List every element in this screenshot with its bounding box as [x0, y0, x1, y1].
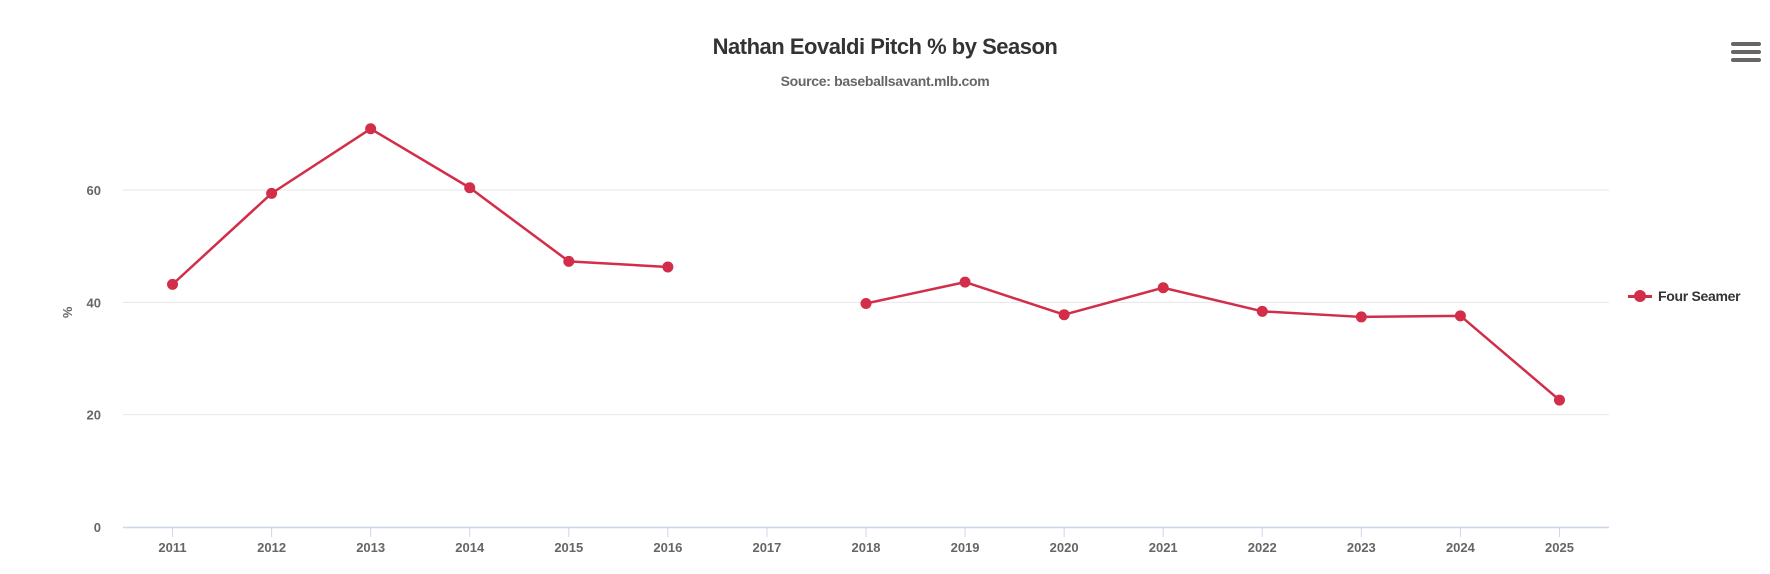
y-tick-label: 0 [94, 520, 101, 535]
data-point [167, 278, 179, 290]
data-point [266, 187, 278, 199]
data-point [1058, 309, 1070, 321]
x-tick-label: 2012 [257, 540, 286, 555]
legend-marker-icon [1628, 290, 1652, 302]
x-tick-label: 2023 [1347, 540, 1376, 555]
x-tick-label: 2017 [752, 540, 781, 555]
y-tick-label: 20 [87, 408, 101, 423]
chart-title: Nathan Eovaldi Pitch % by Season [712, 34, 1058, 59]
data-point [563, 255, 575, 267]
y-axis-label: % [60, 306, 75, 318]
legend-item-four-seamer[interactable]: Four Seamer [1628, 288, 1741, 304]
chart-subtitle: Source: baseballsavant.mlb.com [780, 73, 990, 89]
x-tick-label: 2013 [356, 540, 385, 555]
y-tick-label: 60 [87, 183, 101, 198]
y-tick-label: 40 [87, 295, 101, 310]
data-point [1553, 394, 1565, 406]
data-point [860, 297, 872, 309]
x-tick-label: 2020 [1050, 540, 1079, 555]
x-tick-label: 2022 [1248, 540, 1277, 555]
x-tick-label: 2015 [554, 540, 583, 555]
x-tick-label: 2019 [951, 540, 980, 555]
data-point [662, 261, 674, 273]
series-line [171, 127, 668, 286]
x-tick-label: 2018 [852, 540, 881, 555]
series-line [865, 280, 1561, 402]
legend-label: Four Seamer [1658, 288, 1741, 304]
x-tick-label: 2021 [1149, 540, 1178, 555]
x-tick-label: 2011 [158, 540, 186, 555]
data-point [1256, 305, 1268, 317]
data-point [464, 182, 476, 194]
x-tick-label: 2016 [653, 540, 682, 555]
data-point [959, 276, 971, 288]
x-tick-label: 2014 [455, 540, 485, 555]
data-point [1454, 310, 1466, 322]
data-point [1157, 282, 1169, 294]
hamburger-menu-icon[interactable] [1731, 42, 1761, 66]
x-tick-label: 2025 [1545, 540, 1574, 555]
x-tick-label: 2024 [1446, 540, 1476, 555]
data-point [365, 123, 377, 135]
data-point [1355, 311, 1367, 323]
